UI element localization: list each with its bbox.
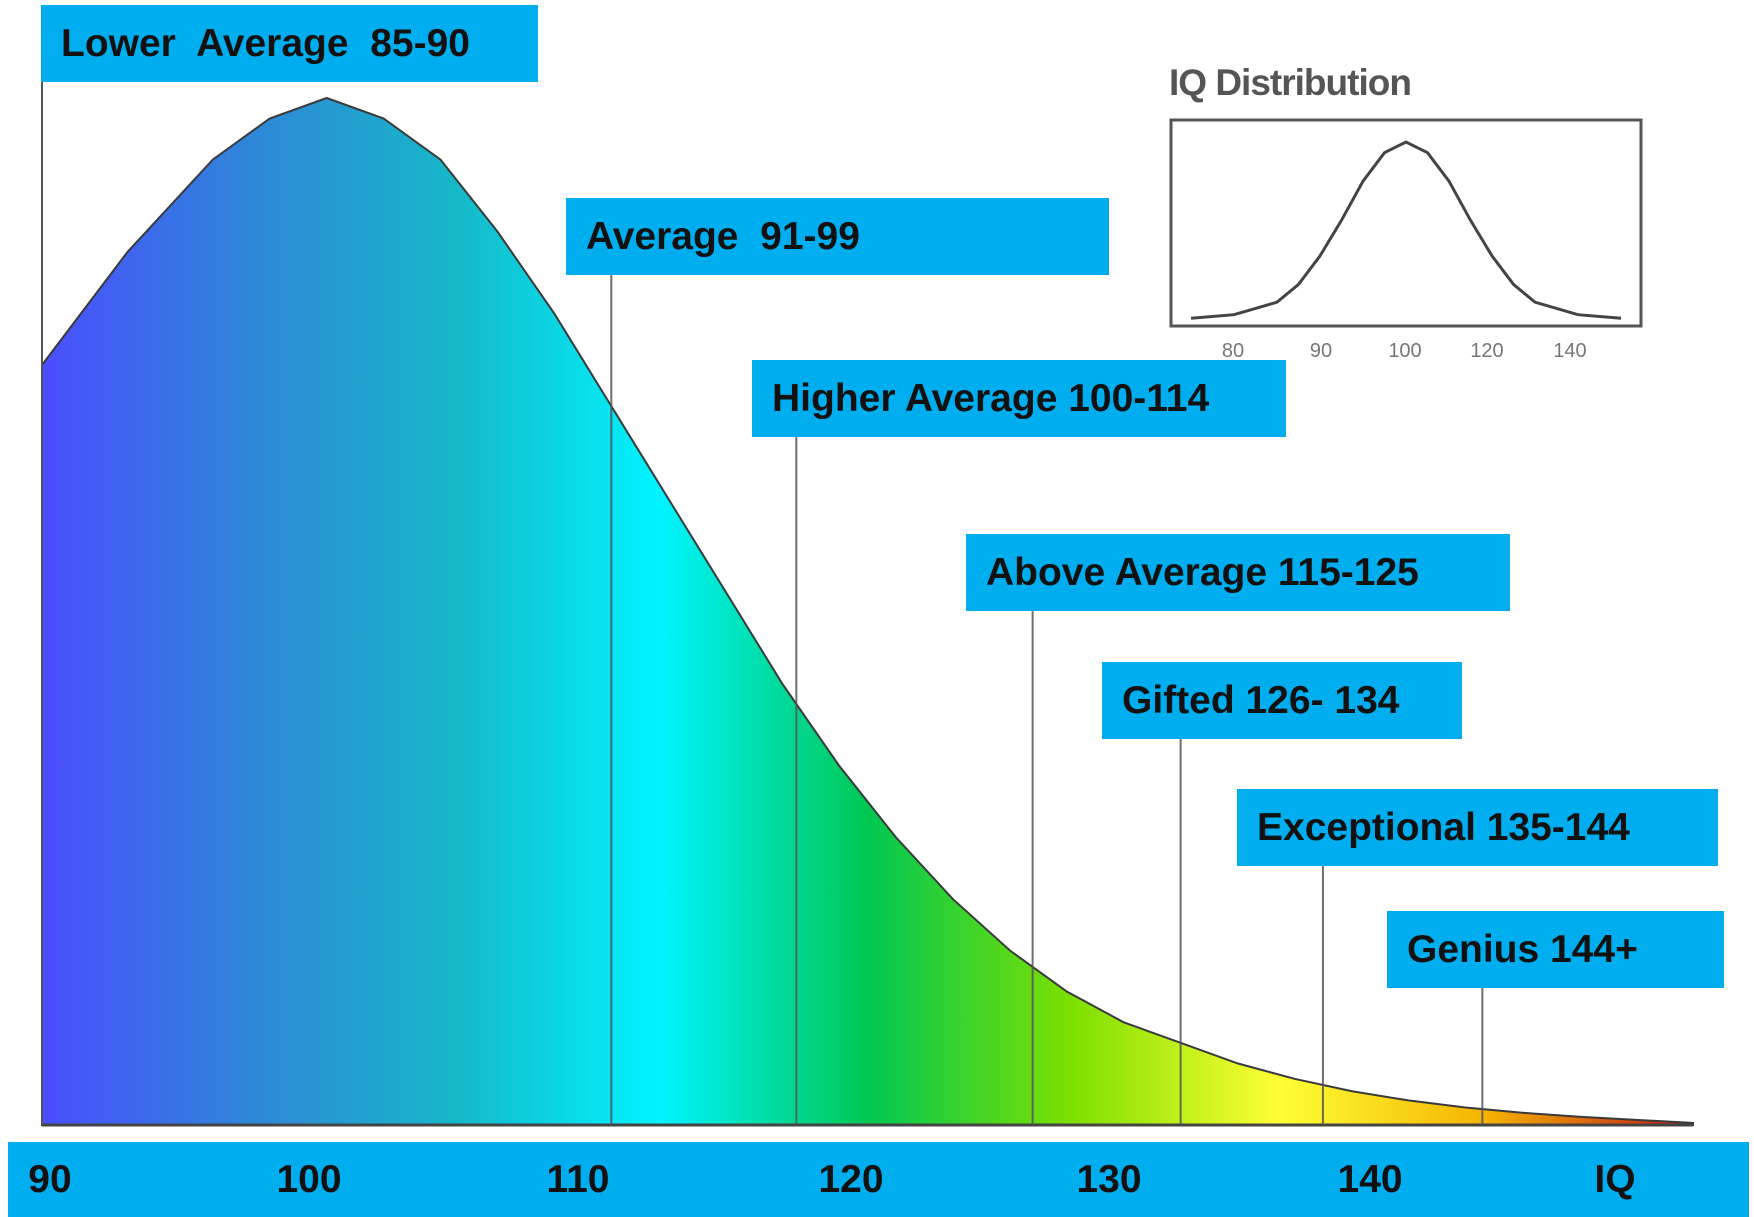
band-label-lower-average: Lower Average 85-90 (41, 5, 538, 82)
band-label-higher-average: Higher Average 100-114 (752, 360, 1286, 437)
x-tick-label: 100 (276, 1158, 342, 1201)
x-tick-label: 120 (818, 1158, 884, 1201)
band-label-genius: Genius 144+ (1387, 911, 1724, 988)
x-axis-title: IQ (1594, 1158, 1636, 1201)
inset-x-tick-label: 140 (1553, 340, 1586, 362)
band-label-above-average: Above Average 115-125 (966, 534, 1510, 611)
inset-x-tick-label: 120 (1470, 340, 1503, 362)
inset-distribution-curve (1190, 140, 1622, 320)
inset-x-tick-label: 90 (1310, 340, 1332, 362)
inset-x-tick-label: 100 (1388, 340, 1421, 362)
x-tick-label: 140 (1337, 1158, 1403, 1201)
distribution-area (41, 96, 1694, 1126)
x-axis-bar: 90 100 110 120 130 140 IQ (8, 1142, 1749, 1217)
band-label-gifted: Gifted 126- 134 (1102, 662, 1462, 739)
band-label-exceptional: Exceptional 135-144 (1237, 789, 1718, 866)
x-tick-label: 130 (1076, 1158, 1142, 1201)
band-label-average: Average 91-99 (566, 198, 1109, 275)
x-tick-label: 90 (28, 1158, 72, 1201)
inset-x-tick-label: 80 (1222, 340, 1244, 362)
inset-chart-frame (1169, 118, 1643, 328)
inset-chart-title: IQ Distribution (1169, 62, 1412, 103)
x-tick-label: 110 (546, 1158, 610, 1201)
